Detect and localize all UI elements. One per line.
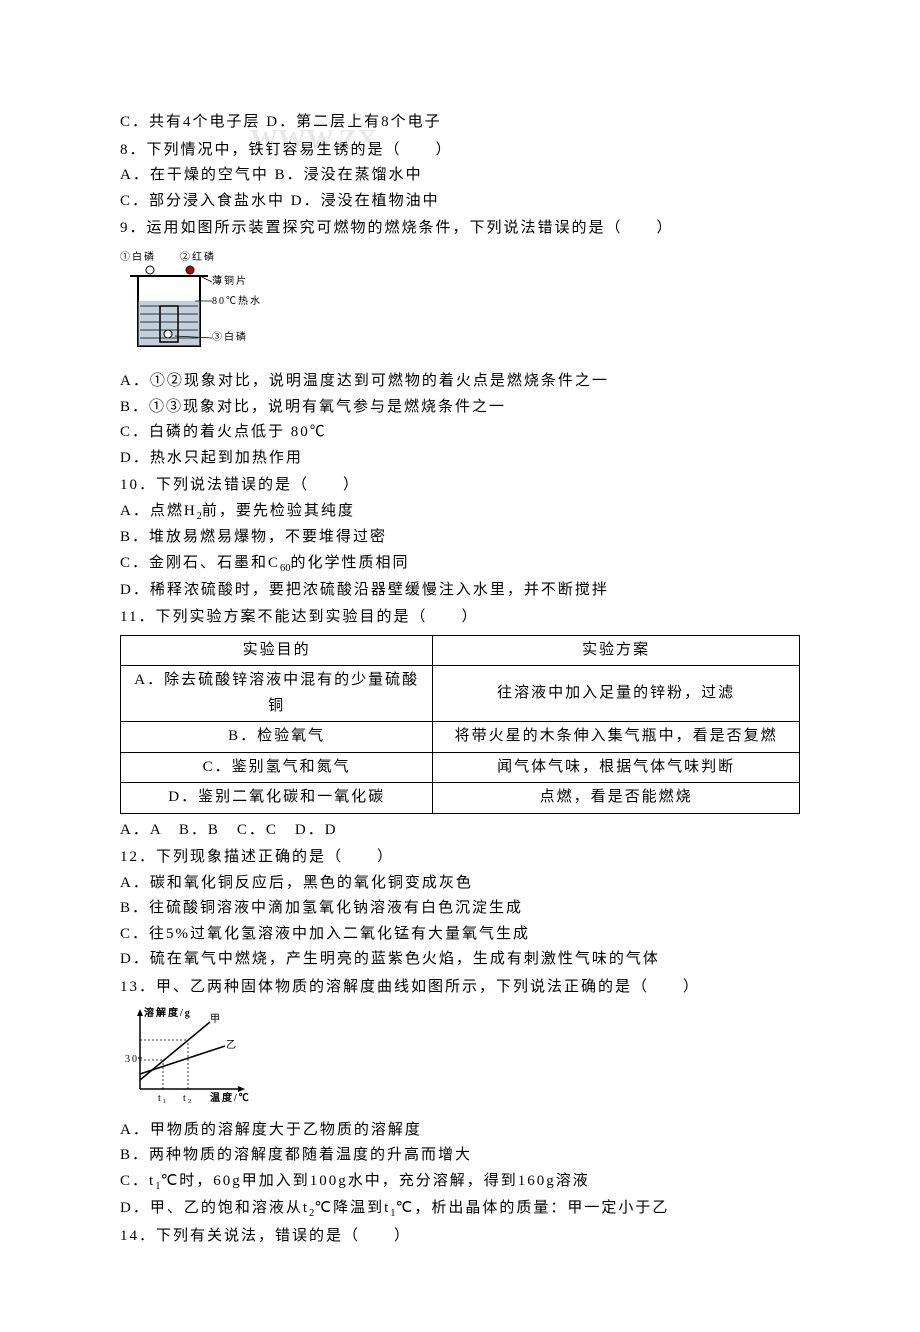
q13-c-before: C．t [120,1173,155,1189]
q13: 13．甲、乙两种固体物质的溶解度曲线如图所示，下列说法正确的是（ ） 溶解度/g… [120,975,800,1223]
q12-option-c: C．往5%过氧化氢溶液中加入二氧化锰有大量氧气生成 [120,922,800,948]
q10-c-sub: 60 [280,563,291,574]
q10-option-c: C．金刚石、石墨和C60的化学性质相同 [120,551,800,578]
q13-stem: 13．甲、乙两种固体物质的溶解度曲线如图所示，下列说法正确的是（ ） [120,975,800,1001]
table-row: D．鉴别二氧化碳和一氧化碳 点燃，看是否能燃烧 [121,783,800,814]
q7-option-d: D．第二层上有8个电子 [266,114,441,130]
q8-option-d: D．浸没在植物油中 [291,193,440,209]
q10-option-d: D．稀释浓硫酸时，要把浓硫酸沿器壁缓慢注入水里，并不断搅拌 [120,578,800,604]
q10-c-before: C．金刚石、石墨和C [120,555,280,571]
q11-stem: 11．下列实验方案不能达到实验目的是（ ） [120,605,800,631]
q8-option-b: B．浸没在蒸馏水中 [275,167,423,183]
fig-label-l1: ①白磷 [120,250,156,263]
table-cell: B．检验氧气 [121,722,433,753]
table-cell: 点燃，看是否能燃烧 [433,783,800,814]
q10-a-after: 前，要先检验其纯度 [202,503,355,519]
q8-row-cd: C．部分浸入食盐水中 D．浸没在植物油中 [120,189,800,215]
table-row: C．鉴别氢气和氮气 闻气体气味，根据气体气味判断 [121,752,800,783]
q8: 8．下列情况中，铁钉容易生锈的是（ ） A．在干燥的空气中 B．浸没在蒸馏水中 … [120,138,800,215]
table-cell: 闻气体气味，根据气体气味判断 [433,752,800,783]
q8-option-c: C．部分浸入食盐水中 [120,193,285,209]
fig-label-l3: 薄铜片 [212,274,248,287]
q12-option-a: A．碳和氧化铜反应后，黑色的氧化铜变成灰色 [120,871,800,897]
xtick-t1: t₁ [158,1093,168,1104]
q13-d-after: ℃，析出晶体的质量：甲一定小于乙 [396,1200,670,1216]
ytick: 30 [125,1054,139,1065]
q9-stem: 9．运用如图所示装置探究可燃物的燃烧条件，下列说法错误的是（ ） [120,216,800,242]
q11-options: A．A B．B C．C D．D [120,818,800,844]
q10-option-b: B．堆放易燃易爆物，不要堆得过密 [120,525,800,551]
q10-option-a: A．点燃H2前，要先检验其纯度 [120,499,800,526]
table-cell: C．鉴别氢气和氮气 [121,752,433,783]
q12: 12．下列现象描述正确的是（ ） A．碳和氧化铜反应后，黑色的氧化铜变成灰色 B… [120,845,800,973]
series-yi: 乙 [226,1039,238,1051]
q11-table: 实验目的 实验方案 A．除去硫酸锌溶液中混有的少量硫酸铜 往溶液中加入足量的锌粉… [120,635,800,814]
q9: 9．运用如图所示装置探究可燃物的燃烧条件，下列说法错误的是（ ） ①白磷 ②红磷… [120,216,800,471]
q13-option-c: C．t1℃时，60g甲加入到100g水中，充分溶解，得到160g溶液 [120,1169,800,1196]
q8-stem: 8．下列情况中，铁钉容易生锈的是（ ） [120,138,800,164]
q9-option-b: B．①③现象对比，说明有氧气参与是燃烧条件之一 [120,395,800,421]
beaker-diagram-icon: ①白磷 ②红磷 薄铜片 80℃热水 ③白磷 [120,246,290,356]
q12-option-d: D．硫在氧气中燃烧，产生明亮的蓝紫色火焰，生成有刺激性气味的气体 [120,947,800,973]
q13-d-mid: ℃降温到t [314,1200,390,1216]
q11: 11．下列实验方案不能达到实验目的是（ ） WWW.ZX 实验目的 实验方案 A… [120,605,800,843]
table-row: A．除去硫酸锌溶液中混有的少量硫酸铜 往溶液中加入足量的锌粉，过滤 [121,666,800,722]
q9-option-a: A．①②现象对比，说明温度达到可燃物的着火点是燃烧条件之一 [120,369,800,395]
table-header-col1: 实验目的 [121,635,433,666]
fig-label-l2: ②红磷 [180,250,216,263]
q7-options: C．共有4个电子层 D．第二层上有8个电子 [120,110,800,136]
q13-c-after: ℃时，60g甲加入到100g水中，充分溶解，得到160g溶液 [160,1173,589,1189]
q10-c-after: 的化学性质相同 [291,555,410,571]
q12-option-b: B．往硫酸铜溶液中滴加氢氧化钠溶液有白色沉淀生成 [120,896,800,922]
q9-figure: ①白磷 ②红磷 薄铜片 80℃热水 ③白磷 [120,246,800,366]
q10-stem: 10．下列说法错误的是（ ） [120,473,800,499]
q7-option-c: C．共有4个电子层 [120,114,261,130]
q13-option-d: D．甲、乙的饱和溶液从t2℃降温到t1℃，析出晶体的质量：甲一定小于乙 [120,1196,800,1223]
q9-option-d: D．热水只起到加热作用 [120,446,800,472]
table-cell: D．鉴别二氧化碳和一氧化碳 [121,783,433,814]
q13-figure: 溶解度/g 温度/℃ 30 甲 乙 t₁ t₂ [120,1004,800,1114]
q13-option-a: A．甲物质的溶解度大于乙物质的溶解度 [120,1118,800,1144]
q14-stem: 14．下列有关说法，错误的是（ ） [120,1224,800,1250]
table-header-col2: 实验方案 [433,635,800,666]
q8-row-ab: A．在干燥的空气中 B．浸没在蒸馏水中 [120,163,800,189]
q10: 10．下列说法错误的是（ ） A．点燃H2前，要先检验其纯度 B．堆放易燃易爆物… [120,473,800,603]
q9-option-c: C．白磷的着火点低于 80℃ [120,420,800,446]
q13-option-b: B．两种物质的溶解度都随着温度的升高而增大 [120,1143,800,1169]
table-row: B．检验氧气 将带火星的木条伸入集气瓶中，看是否复燃 [121,722,800,753]
table-cell: 将带火星的木条伸入集气瓶中，看是否复燃 [433,722,800,753]
fig-label-l5: ③白磷 [212,330,248,343]
table-header-row: 实验目的 实验方案 [121,635,800,666]
series-jia: 甲 [210,1014,222,1025]
fig-label-l4: 80℃热水 [212,294,262,307]
xtick-t2: t₂ [183,1093,193,1104]
ylabel: 溶解度/g [144,1006,192,1019]
table-cell: A．除去硫酸锌溶液中混有的少量硫酸铜 [121,666,433,722]
q10-a-before: A．点燃H [120,503,197,519]
table-cell: 往溶液中加入足量的锌粉，过滤 [433,666,800,722]
q8-option-a: A．在干燥的空气中 [120,167,269,183]
q14: 14．下列有关说法，错误的是（ ） [120,1224,800,1250]
xlabel: 温度/℃ [210,1091,251,1104]
solubility-chart-icon: 溶解度/g 温度/℃ 30 甲 乙 t₁ t₂ [120,1004,260,1104]
q13-d-before: D．甲、乙的饱和溶液从t [120,1200,309,1216]
q12-stem: 12．下列现象描述正确的是（ ） [120,845,800,871]
